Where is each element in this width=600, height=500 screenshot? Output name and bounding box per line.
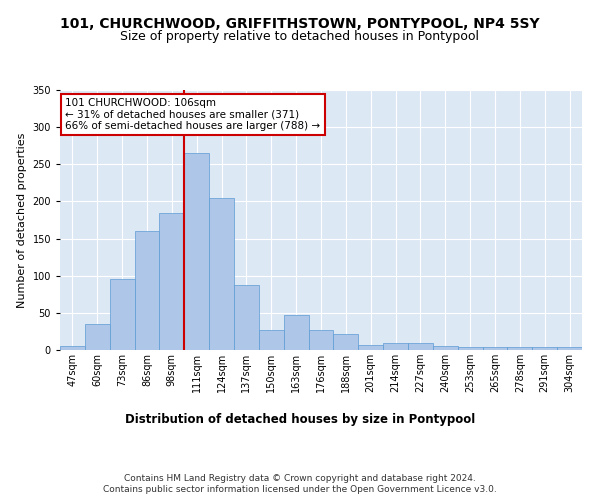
Text: 101 CHURCHWOOD: 106sqm
← 31% of detached houses are smaller (371)
66% of semi-de: 101 CHURCHWOOD: 106sqm ← 31% of detached… [65, 98, 320, 131]
Bar [60, 346, 85, 350]
Bar [433, 346, 458, 350]
Bar [383, 344, 408, 350]
Bar [482, 347, 508, 350]
Bar [408, 344, 433, 350]
Bar [85, 324, 110, 350]
Bar [358, 345, 383, 350]
Bar [557, 347, 582, 350]
Bar [160, 212, 184, 350]
Bar [209, 198, 234, 350]
Bar [234, 284, 259, 350]
Bar [134, 231, 160, 350]
Text: Contains public sector information licensed under the Open Government Licence v3: Contains public sector information licen… [103, 485, 497, 494]
Bar [284, 315, 308, 350]
Bar [110, 280, 134, 350]
Bar [532, 347, 557, 350]
Bar [508, 347, 532, 350]
Bar [334, 334, 358, 350]
Y-axis label: Number of detached properties: Number of detached properties [17, 132, 27, 308]
Bar [184, 153, 209, 350]
Bar [259, 330, 284, 350]
Bar [308, 330, 334, 350]
Text: 101, CHURCHWOOD, GRIFFITHSTOWN, PONTYPOOL, NP4 5SY: 101, CHURCHWOOD, GRIFFITHSTOWN, PONTYPOO… [60, 18, 540, 32]
Text: Size of property relative to detached houses in Pontypool: Size of property relative to detached ho… [121, 30, 479, 43]
Text: Distribution of detached houses by size in Pontypool: Distribution of detached houses by size … [125, 412, 475, 426]
Text: Contains HM Land Registry data © Crown copyright and database right 2024.: Contains HM Land Registry data © Crown c… [124, 474, 476, 483]
Bar [458, 347, 482, 350]
